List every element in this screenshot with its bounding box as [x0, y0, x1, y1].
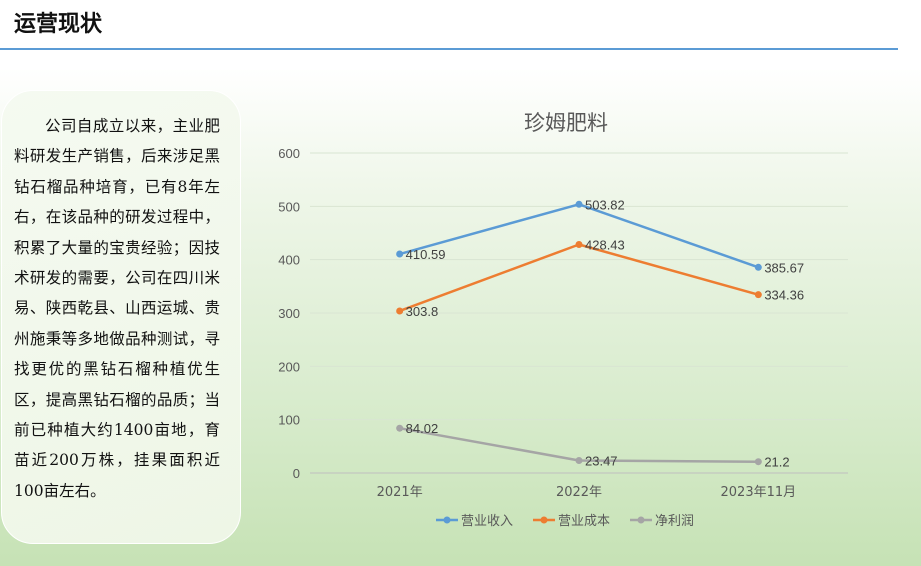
y-tick-label: 300: [278, 306, 300, 321]
legend-marker: [637, 516, 645, 524]
x-tick-label: 2022年: [556, 485, 602, 500]
description-card: 公司自成立以来，主业肥料研发生产销售，后来涉足黑钻石榴品种培育，已有8年左右，在…: [1, 90, 241, 544]
page-title: 运营现状: [14, 12, 103, 37]
legend-item: 营业成本: [533, 514, 610, 529]
series-1: 410.59 503.82 385.67: [396, 197, 804, 275]
y-tick-label: 500: [278, 199, 300, 214]
series-line: [399, 203, 759, 269]
series-line: [399, 426, 759, 463]
y-tick-label: 0: [293, 466, 300, 481]
data-label: 334.36: [764, 288, 804, 303]
series-2: 303.8 428.43 334.36: [396, 238, 804, 319]
y-tick-label: 600: [278, 146, 300, 161]
data-label: 428.43: [585, 238, 625, 253]
legend-label: 营业收入: [461, 514, 513, 529]
legend-label: 净利润: [655, 514, 694, 529]
data-point: [575, 456, 583, 464]
x-tick-label: 2021年: [377, 485, 423, 500]
data-point: [754, 458, 762, 466]
legend-marker: [443, 516, 451, 524]
legend-label: 营业成本: [558, 514, 610, 529]
description-text: 公司自成立以来，主业肥料研发生产销售，后来涉足黑钻石榴品种培育，已有8年左右，在…: [14, 117, 220, 500]
data-point: [396, 250, 404, 258]
title-divider: [0, 48, 898, 50]
y-axis: 0 100 200 300 400 500 600: [278, 146, 300, 481]
x-tick-label: 2023年11月: [721, 485, 797, 500]
series-line: [399, 243, 759, 313]
chart-legend: 营业收入 营业成本 净利润: [436, 514, 694, 529]
data-point: [396, 307, 404, 315]
data-point: [575, 200, 583, 208]
data-label: 385.67: [764, 260, 804, 275]
data-point: [575, 241, 583, 249]
legend-marker: [540, 516, 548, 524]
data-label: 503.82: [585, 197, 625, 212]
y-tick-label: 200: [278, 359, 300, 374]
series-3: 84.02 23.47 21.2: [396, 421, 790, 470]
y-tick-label: 400: [278, 253, 300, 268]
data-label: 84.02: [406, 421, 439, 436]
y-tick-label: 100: [278, 413, 300, 428]
x-axis: 2021年 2022年 2023年11月: [377, 485, 797, 500]
legend-item: 净利润: [630, 514, 694, 529]
legend-item: 营业收入: [436, 514, 513, 529]
line-chart: 珍姆肥料 0 100 200 300 400 500 600 2021年 2022年 2023年…: [278, 111, 848, 529]
chart-series: 410.59 503.82 385.67 303.8 428.43 334.36 84.02…: [396, 197, 804, 470]
data-label: 410.59: [406, 247, 446, 262]
data-label: 303.8: [406, 304, 439, 319]
data-label: 23.47: [585, 453, 618, 468]
title-box: 运营现状: [0, 0, 122, 46]
chart-title: 珍姆肥料: [524, 111, 608, 135]
data-point: [754, 263, 762, 271]
data-point: [396, 424, 404, 432]
data-label: 21.2: [764, 455, 789, 470]
data-point: [754, 291, 762, 299]
